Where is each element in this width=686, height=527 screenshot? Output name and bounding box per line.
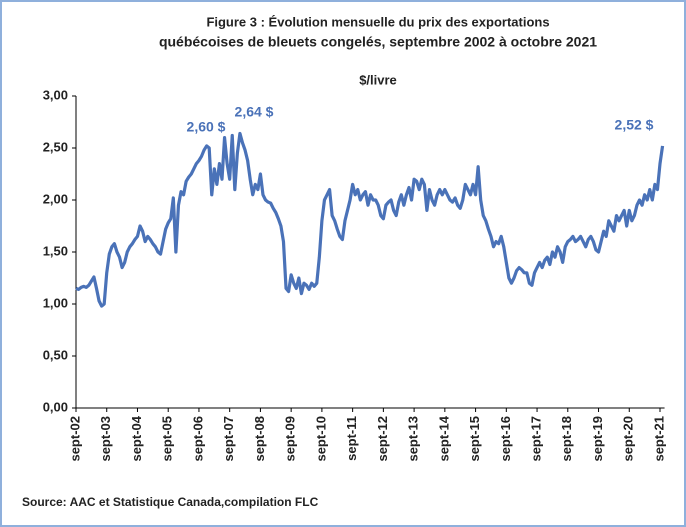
chart-title: québécoises de bleuets congelés, septemb… (159, 34, 597, 50)
x-tick-label: sept-17 (528, 416, 543, 462)
x-tick-label: sept-09 (283, 416, 298, 462)
y-tick-label: 0,50 (43, 347, 68, 362)
chart-title: Figure 3 : Évolution mensuelle du prix d… (206, 14, 549, 29)
line (75, 131, 665, 308)
annotation: 2,64 $ (235, 104, 274, 120)
x-tick-label: sept-19 (590, 416, 605, 462)
y-tick-label: 0,00 (43, 399, 68, 414)
y-tick-label: 1,00 (43, 295, 68, 310)
x-tick-label: sept-13 (406, 416, 421, 462)
x-tick-label: sept-08 (252, 416, 267, 462)
x-tick-label: sept-10 (313, 416, 328, 462)
x-tick-label: sept-15 (467, 416, 482, 462)
y-tick-label: 3,00 (43, 87, 68, 102)
x-tick-label: sept-14 (436, 415, 451, 461)
y-tick-label: 1,50 (43, 243, 68, 258)
annotation: 2,52 $ (615, 117, 654, 133)
x-tick-label: sept-02 (67, 416, 82, 462)
x-tick-label: sept-20 (621, 416, 636, 462)
y-tick-label: 2,00 (43, 191, 68, 206)
x-tick-label: sept-21 (651, 416, 666, 462)
x-tick-label: sept-11 (344, 416, 359, 461)
y-tick-label: 2,50 (43, 139, 68, 154)
annotation: 2,60 $ (187, 119, 226, 135)
x-tick-label: sept-18 (559, 416, 574, 462)
x-tick-label: sept-07 (221, 416, 236, 462)
x-tick-label: sept-12 (375, 416, 390, 462)
source: Source: AAC et Statistique Canada,compil… (22, 495, 319, 509)
chart-subtitle: $/livre (359, 72, 397, 87)
x-tick-label: sept-03 (98, 416, 113, 462)
x-tick-label: sept-06 (190, 416, 205, 462)
x-tick-label: sept-05 (160, 416, 175, 462)
x-tick-label: sept-16 (498, 416, 513, 462)
x-tick-label: sept-04 (129, 415, 144, 461)
